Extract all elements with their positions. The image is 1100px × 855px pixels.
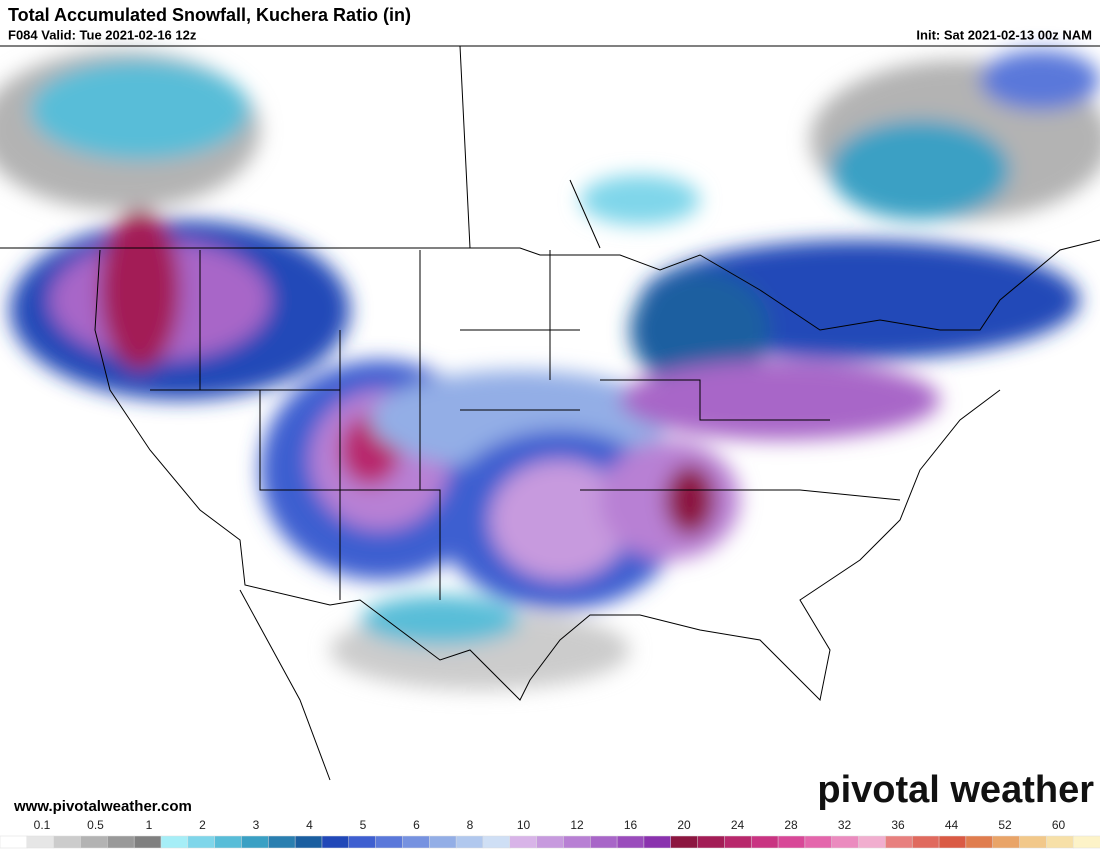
colorbar-label: 6 [413, 818, 420, 832]
colorbar-cell [160, 835, 189, 849]
colorbar-cell [375, 835, 404, 849]
colorbar-cell [429, 835, 457, 849]
colorbar-cell [589, 835, 618, 849]
colorbar-cell [53, 835, 82, 849]
colorbar-cell [241, 835, 270, 849]
website: www.pivotalweather.com [13, 798, 192, 815]
colorbar-label: 0.1 [34, 818, 51, 832]
colorbar-cell [938, 835, 967, 849]
colorbar-cell [0, 835, 28, 849]
colorbar-cell [509, 835, 538, 849]
colorbar-cell [536, 835, 565, 849]
boundaries [0, 45, 1100, 781]
colorbar-cell [1046, 835, 1074, 849]
colorbar-label: 2 [199, 818, 206, 832]
colorbar-label: 60 [1052, 818, 1066, 832]
colorbar-cell [670, 835, 699, 849]
colorbar-label: 44 [945, 818, 959, 832]
colorbar-label: 20 [677, 818, 691, 832]
colorbar-label: 1 [146, 818, 153, 832]
colorbar-cell [885, 835, 913, 849]
colorbar-cell [214, 835, 243, 849]
colorbar-cell [965, 835, 994, 849]
colorbar-cell [26, 835, 55, 849]
colorbar-label: 16 [624, 818, 638, 832]
colorbar-cell [643, 835, 672, 849]
title: Total Accumulated Snowfall, Kuchera Rati… [8, 5, 411, 25]
colorbar-cell [750, 835, 779, 849]
colorbar-label: 52 [998, 818, 1012, 832]
colorbar-label: 5 [360, 818, 367, 832]
colorbar-label: 8 [467, 818, 474, 832]
colorbar-cell [107, 835, 135, 849]
colorbar-cell [616, 835, 645, 849]
colorbar-cell [80, 835, 109, 849]
colorbar-cell [321, 835, 350, 849]
colorbar-label: 36 [891, 818, 905, 832]
snowfall-field [0, 50, 1100, 690]
colorbar-cell [348, 835, 377, 849]
colorbar-label: 12 [570, 818, 584, 832]
colorbar-cell [697, 835, 726, 849]
valid-time: F084 Valid: Tue 2021-02-16 12z [8, 27, 197, 42]
colorbar-label: 32 [838, 818, 852, 832]
colorbar-cell [777, 835, 806, 849]
colorbar-cell [268, 835, 296, 849]
colorbar: 0.1 0.5 1 2 3 4 5 6 8 10 12 16 20 24 28 32 36 44 52 60 [0, 818, 1100, 849]
colorbar-cell [804, 835, 833, 849]
colorbar-cell [133, 835, 162, 849]
colorbar-cell [992, 835, 1021, 849]
colorbar-label: 3 [253, 818, 260, 832]
colorbar-cell [402, 835, 431, 849]
colorbar-cell [831, 835, 860, 849]
colorbar-cell [858, 835, 887, 849]
colorbar-cell [1019, 835, 1048, 849]
init-time: Init: Sat 2021-02-13 00z NAM [916, 27, 1092, 42]
colorbar-cell [1072, 835, 1100, 849]
colorbar-label: 10 [517, 818, 531, 832]
colorbar-label: 28 [784, 818, 798, 832]
colorbar-label: 0.5 [87, 818, 104, 832]
colorbar-cell [187, 835, 216, 849]
logo: pivotal weather [817, 769, 1094, 811]
colorbar-cell [482, 835, 511, 849]
colorbar-cell [294, 835, 323, 849]
colorbar-cell [724, 835, 752, 849]
colorbar-cell [563, 835, 591, 849]
colorbar-cell [455, 835, 484, 849]
colorbar-label: 24 [731, 818, 745, 832]
colorbar-cell [911, 835, 940, 849]
colorbar-label: 4 [306, 818, 313, 832]
